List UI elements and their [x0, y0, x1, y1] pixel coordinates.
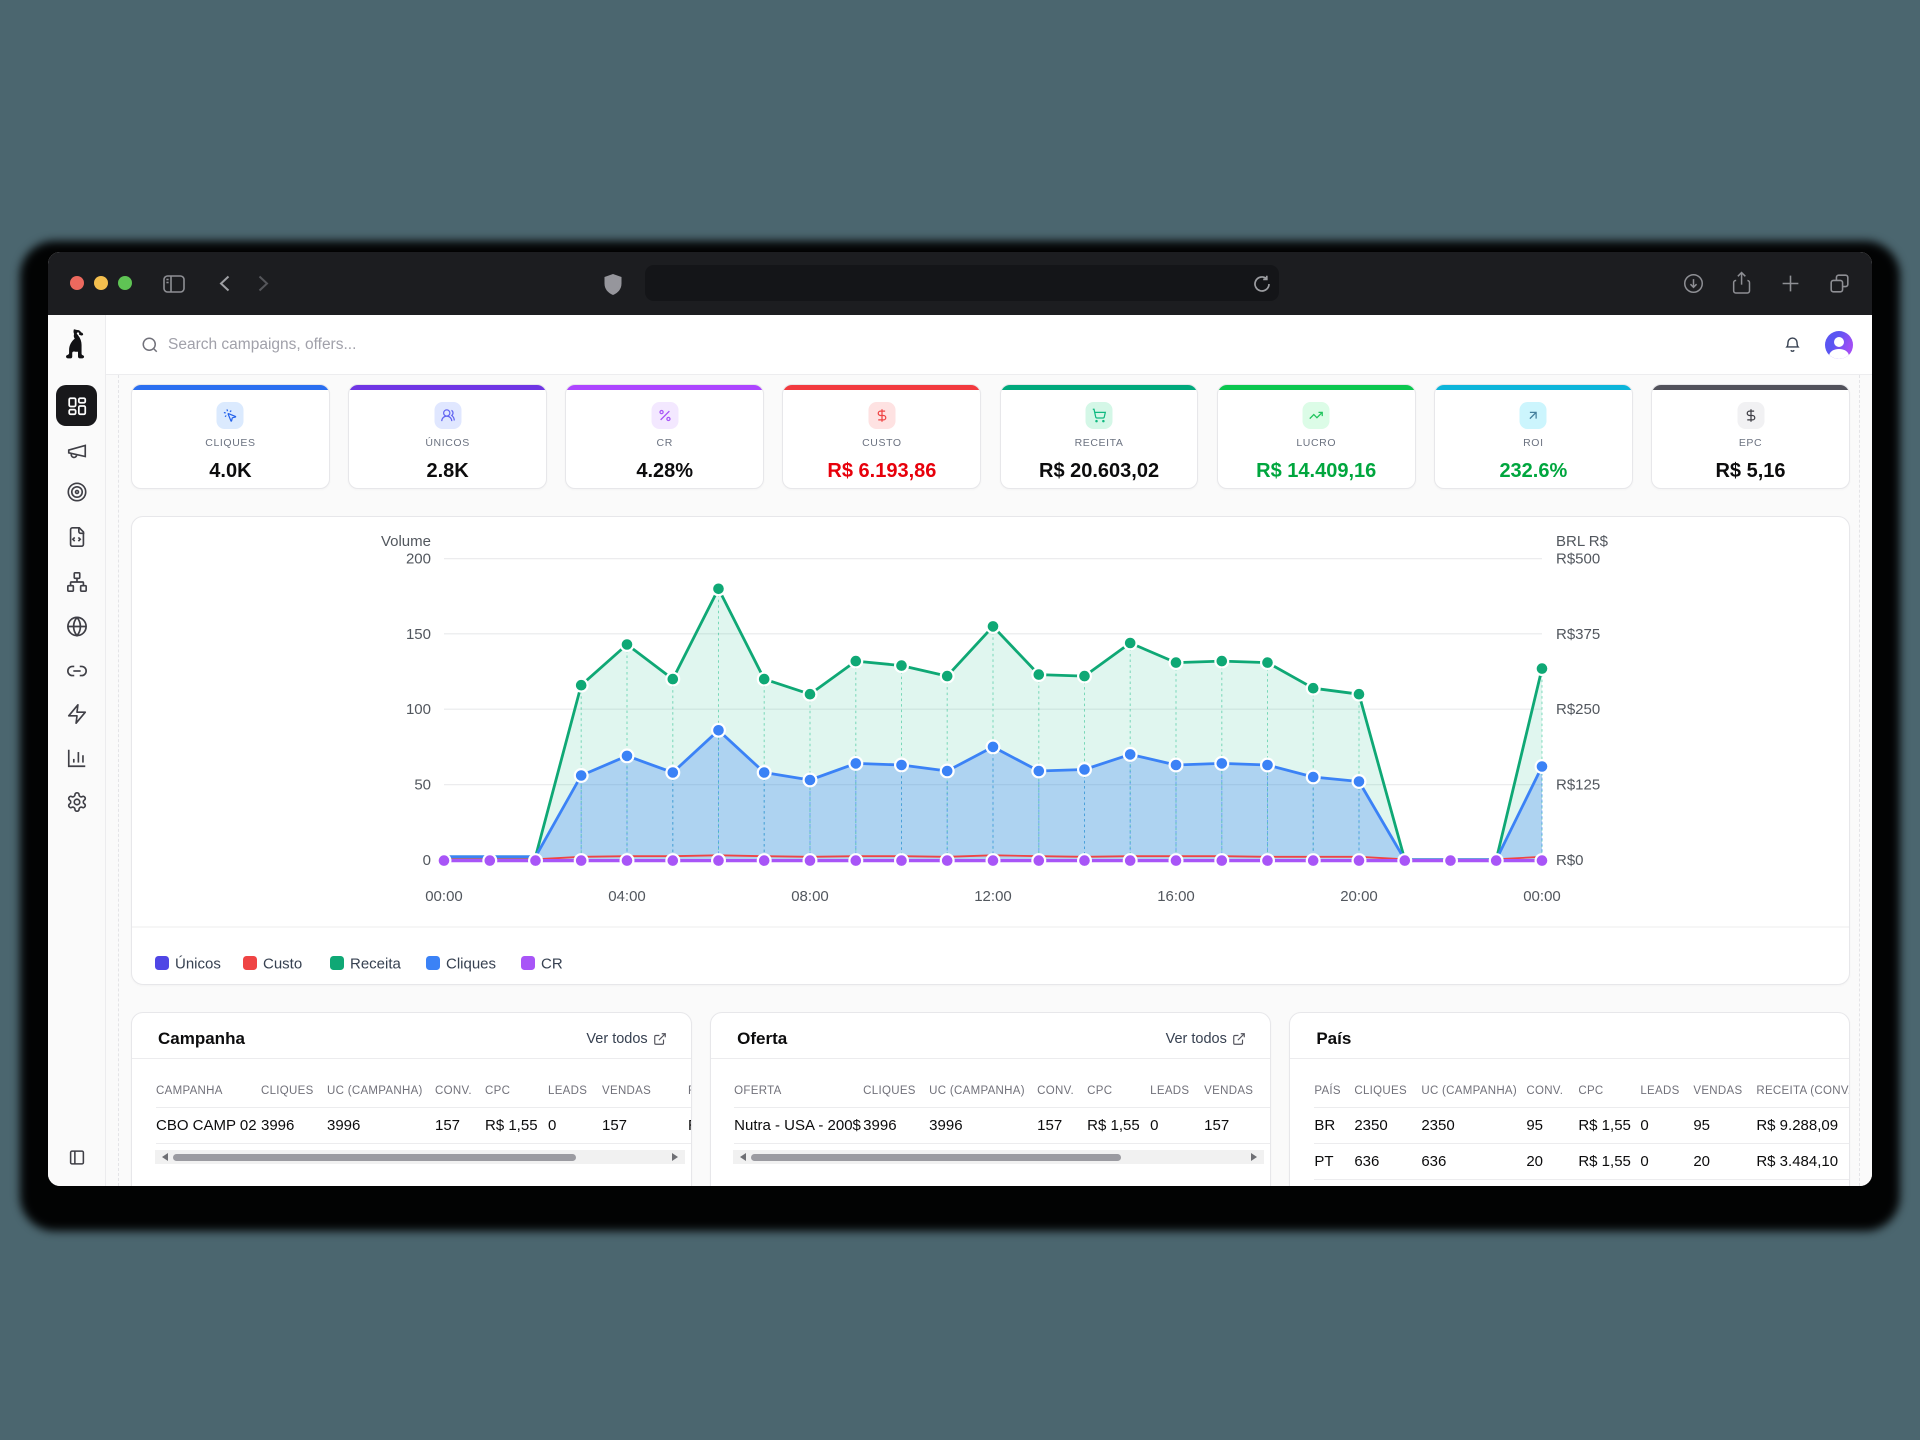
svg-text:Únicos: Únicos	[175, 956, 221, 973]
svg-text:12:00: 12:00	[974, 888, 1012, 905]
svg-text:R$125: R$125	[1556, 777, 1600, 794]
svg-text:20:00: 20:00	[1340, 888, 1378, 905]
svg-text:00:00: 00:00	[1523, 888, 1561, 905]
svg-text:50: 50	[414, 777, 431, 794]
svg-text:100: 100	[406, 701, 431, 718]
svg-text:0: 0	[423, 852, 431, 869]
svg-text:R$0: R$0	[1556, 852, 1584, 869]
svg-text:Volume: Volume	[381, 533, 431, 550]
svg-text:Custo: Custo	[263, 956, 302, 973]
svg-text:BRL R$: BRL R$	[1556, 533, 1609, 550]
svg-text:CR: CR	[541, 956, 563, 973]
svg-text:16:00: 16:00	[1157, 888, 1195, 905]
svg-text:R$375: R$375	[1556, 626, 1600, 643]
svg-text:Cliques: Cliques	[446, 956, 496, 973]
svg-text:R$500: R$500	[1556, 551, 1600, 568]
svg-text:04:00: 04:00	[608, 888, 646, 905]
svg-text:150: 150	[406, 626, 431, 643]
svg-text:200: 200	[406, 551, 431, 568]
svg-text:R$250: R$250	[1556, 701, 1600, 718]
svg-text:00:00: 00:00	[425, 888, 463, 905]
svg-text:08:00: 08:00	[791, 888, 829, 905]
svg-text:Receita: Receita	[350, 956, 402, 973]
